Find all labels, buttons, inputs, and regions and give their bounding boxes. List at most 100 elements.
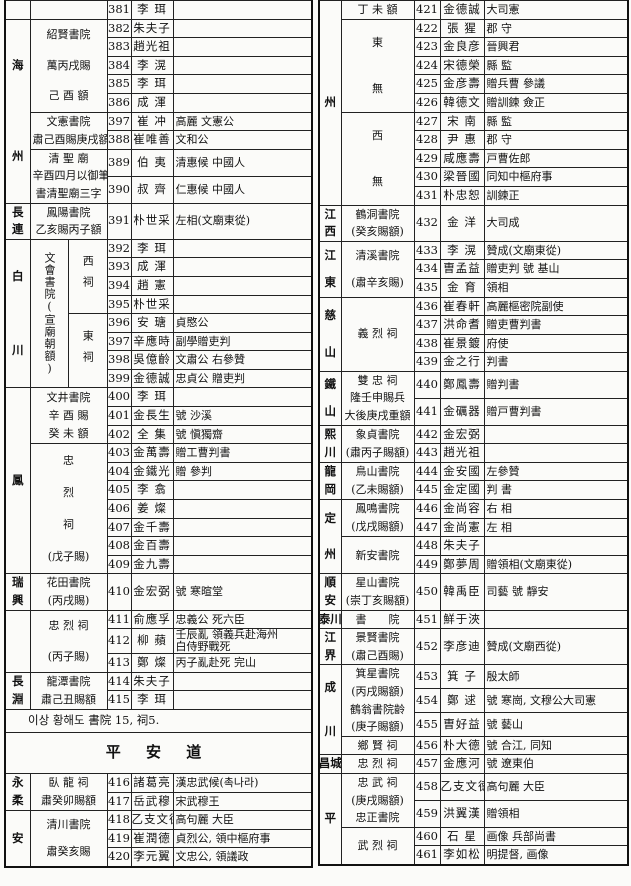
academy-line: (肅辛亥賜): [351, 276, 404, 289]
person-name: 張 猩: [439, 18, 485, 39]
person-name: 李 珥: [130, 690, 174, 710]
entry-note: 贊成(文廟東從): [483, 240, 629, 261]
person-name: 朴世采: [130, 202, 174, 240]
table-row: 441 金礪器 贈戸曹判書: [319, 397, 629, 426]
person-name: 曺好益: [439, 711, 485, 737]
table-row: 西無 427 宋 南縣 監: [319, 111, 629, 206]
entry-note: [172, 74, 313, 94]
table-row: 江界 景賢書院 (肅己酉賜) 452 李彦迪 贊成(文廟西從): [318, 628, 629, 666]
academy-lines: 丁 未 額: [344, 1, 412, 18]
person-name: 柳 蘋: [130, 628, 174, 655]
table-row: 437 洪命耆 贈吏曹判書: [319, 315, 629, 335]
entry-note: 號 寒暄堂: [172, 573, 313, 611]
academy-line: 清川書院: [46, 818, 91, 832]
entry-note: [172, 671, 313, 692]
academy-cell: 忠 武 祠 (庚戌賜額) 忠正書院: [340, 772, 415, 828]
entry-number: 394: [106, 275, 132, 296]
entry-note: 忠貞公 贈吏判: [172, 368, 313, 389]
table-row: 406 姜 燦: [5, 499, 313, 519]
entry-note: 郡 守: [483, 18, 629, 39]
region-name: 順安: [320, 575, 340, 609]
person-name: 金尚容: [439, 499, 485, 519]
person-name: 崔春軒: [439, 296, 485, 317]
person-name: 安 瑭: [130, 313, 174, 333]
academy-line: 武 烈 祠: [357, 839, 398, 853]
academy-lines: 武 烈 祠: [344, 828, 412, 864]
entry-note: [172, 690, 313, 710]
right-table-body: 州丁 未 額 421 金德誠 大司憲東無 422 張 猩郡 守 423 金良彦 晉興君 424 宋德…: [318, 0, 629, 866]
academy-cell: 紹賢書院 萬丙戌賜己 酉 額: [29, 18, 108, 113]
person-name: 金 育: [439, 277, 485, 298]
entry-number: 455: [413, 711, 441, 737]
region-char: 東: [324, 275, 337, 289]
entry-number: 432: [413, 204, 441, 242]
entry-number: 411: [106, 609, 132, 630]
academy-line: (癸亥賜額): [351, 225, 404, 239]
academy-cell: 忠 烈 祠 (丙子賜): [29, 609, 108, 673]
table-row: 安清川書院肅癸亥賜418乙支文德高句麗 大臣: [4, 810, 313, 868]
person-name: 朱夫子: [130, 671, 174, 692]
table-row: 426 韓德文 贈訓鍊 僉正: [319, 92, 629, 113]
academy-line: 丁 未 額: [357, 3, 398, 16]
entry-number: 396: [106, 313, 132, 333]
academy-line: 鄉 賢 祠: [357, 738, 398, 752]
region-cell: 永柔: [4, 772, 31, 812]
entry-note: [172, 554, 313, 575]
region-cell: 慈山: [318, 296, 342, 372]
person-name: 金尚憲: [439, 517, 485, 538]
person-name: 金礪器: [439, 397, 485, 426]
entry-note: 戸曹佐郎: [483, 148, 629, 169]
academy-line: (丙戌賜額): [351, 684, 404, 698]
academy-line: 忠 烈 祠: [357, 757, 398, 771]
academy-line: 癸 未 額: [48, 427, 89, 441]
person-name: 成 渾: [130, 92, 174, 113]
table-row: 武 烈 祠 460 石 星画像 兵部尚書: [319, 826, 629, 866]
person-name: 俞應孚: [130, 609, 174, 630]
entry-note: 判 書: [483, 480, 629, 501]
entry-number: 449: [413, 554, 441, 575]
entry-note: 縣 監: [483, 55, 629, 76]
entry-note: 副學贈吏判: [172, 331, 313, 352]
person-name: 鄭鳳壽: [439, 370, 485, 399]
entry-number: 451: [413, 609, 441, 630]
academy-cell: 景賢書院 (肅己酉賜): [340, 628, 415, 666]
academy-cell: 鳳鳴書院 (戊戌賜額): [340, 499, 415, 538]
region-cell: 瑞興: [4, 573, 31, 611]
academy-line: 清溪書院: [355, 248, 400, 262]
region-char: 淵: [12, 692, 24, 707]
person-name: 朱夫子: [439, 536, 485, 556]
section-heading: 平 安 道: [4, 731, 313, 774]
person-name: 李 珥: [130, 0, 174, 20]
person-name: 石 星: [439, 826, 485, 847]
entry-number: 424: [413, 55, 441, 76]
academy-line: 鳳鳴書院: [355, 502, 400, 516]
entry-number: 434: [413, 259, 441, 279]
region-char: 泰川: [319, 611, 341, 626]
region-name: [6, 611, 29, 671]
person-name: 伯 夷: [130, 148, 174, 177]
academy-lines: 文井書院辛 酉 賜癸 未 額: [33, 389, 105, 443]
person-name: 金應河: [439, 754, 485, 774]
academy-lines: 清溪書院 (肅辛亥賜): [344, 242, 412, 296]
table-row: 381 李 珥: [4, 0, 313, 20]
entry-note: 判書: [483, 352, 629, 372]
table-row: 394 趙 憲: [5, 275, 313, 296]
region-char: 熙: [324, 426, 337, 441]
region-name: 長連: [6, 204, 29, 238]
table-row: 401 金長生號 沙溪: [5, 406, 313, 426]
academy-lines: 景賢書院 (肅己酉賜): [344, 630, 412, 664]
region-char: 鳳: [12, 473, 24, 488]
entry-number: 408: [106, 536, 132, 556]
region-cell: 龍岡: [318, 461, 342, 501]
person-name: 金宏弼: [439, 424, 485, 445]
person-name: 李 翕: [130, 480, 174, 501]
person-name: 金之行: [439, 352, 485, 372]
region-char: 鐵: [324, 377, 337, 392]
table-row: 鄉 賢 祠 456 朴大德號 合江, 同知: [319, 735, 629, 756]
academy-line: 隆壬申賜兵: [350, 391, 405, 405]
region-cell: 平: [318, 772, 342, 866]
academy-line: (乙未賜額): [351, 483, 404, 497]
entry-number: 393: [106, 257, 132, 277]
entry-note: [172, 238, 313, 259]
academy-line: 烈: [63, 485, 74, 499]
